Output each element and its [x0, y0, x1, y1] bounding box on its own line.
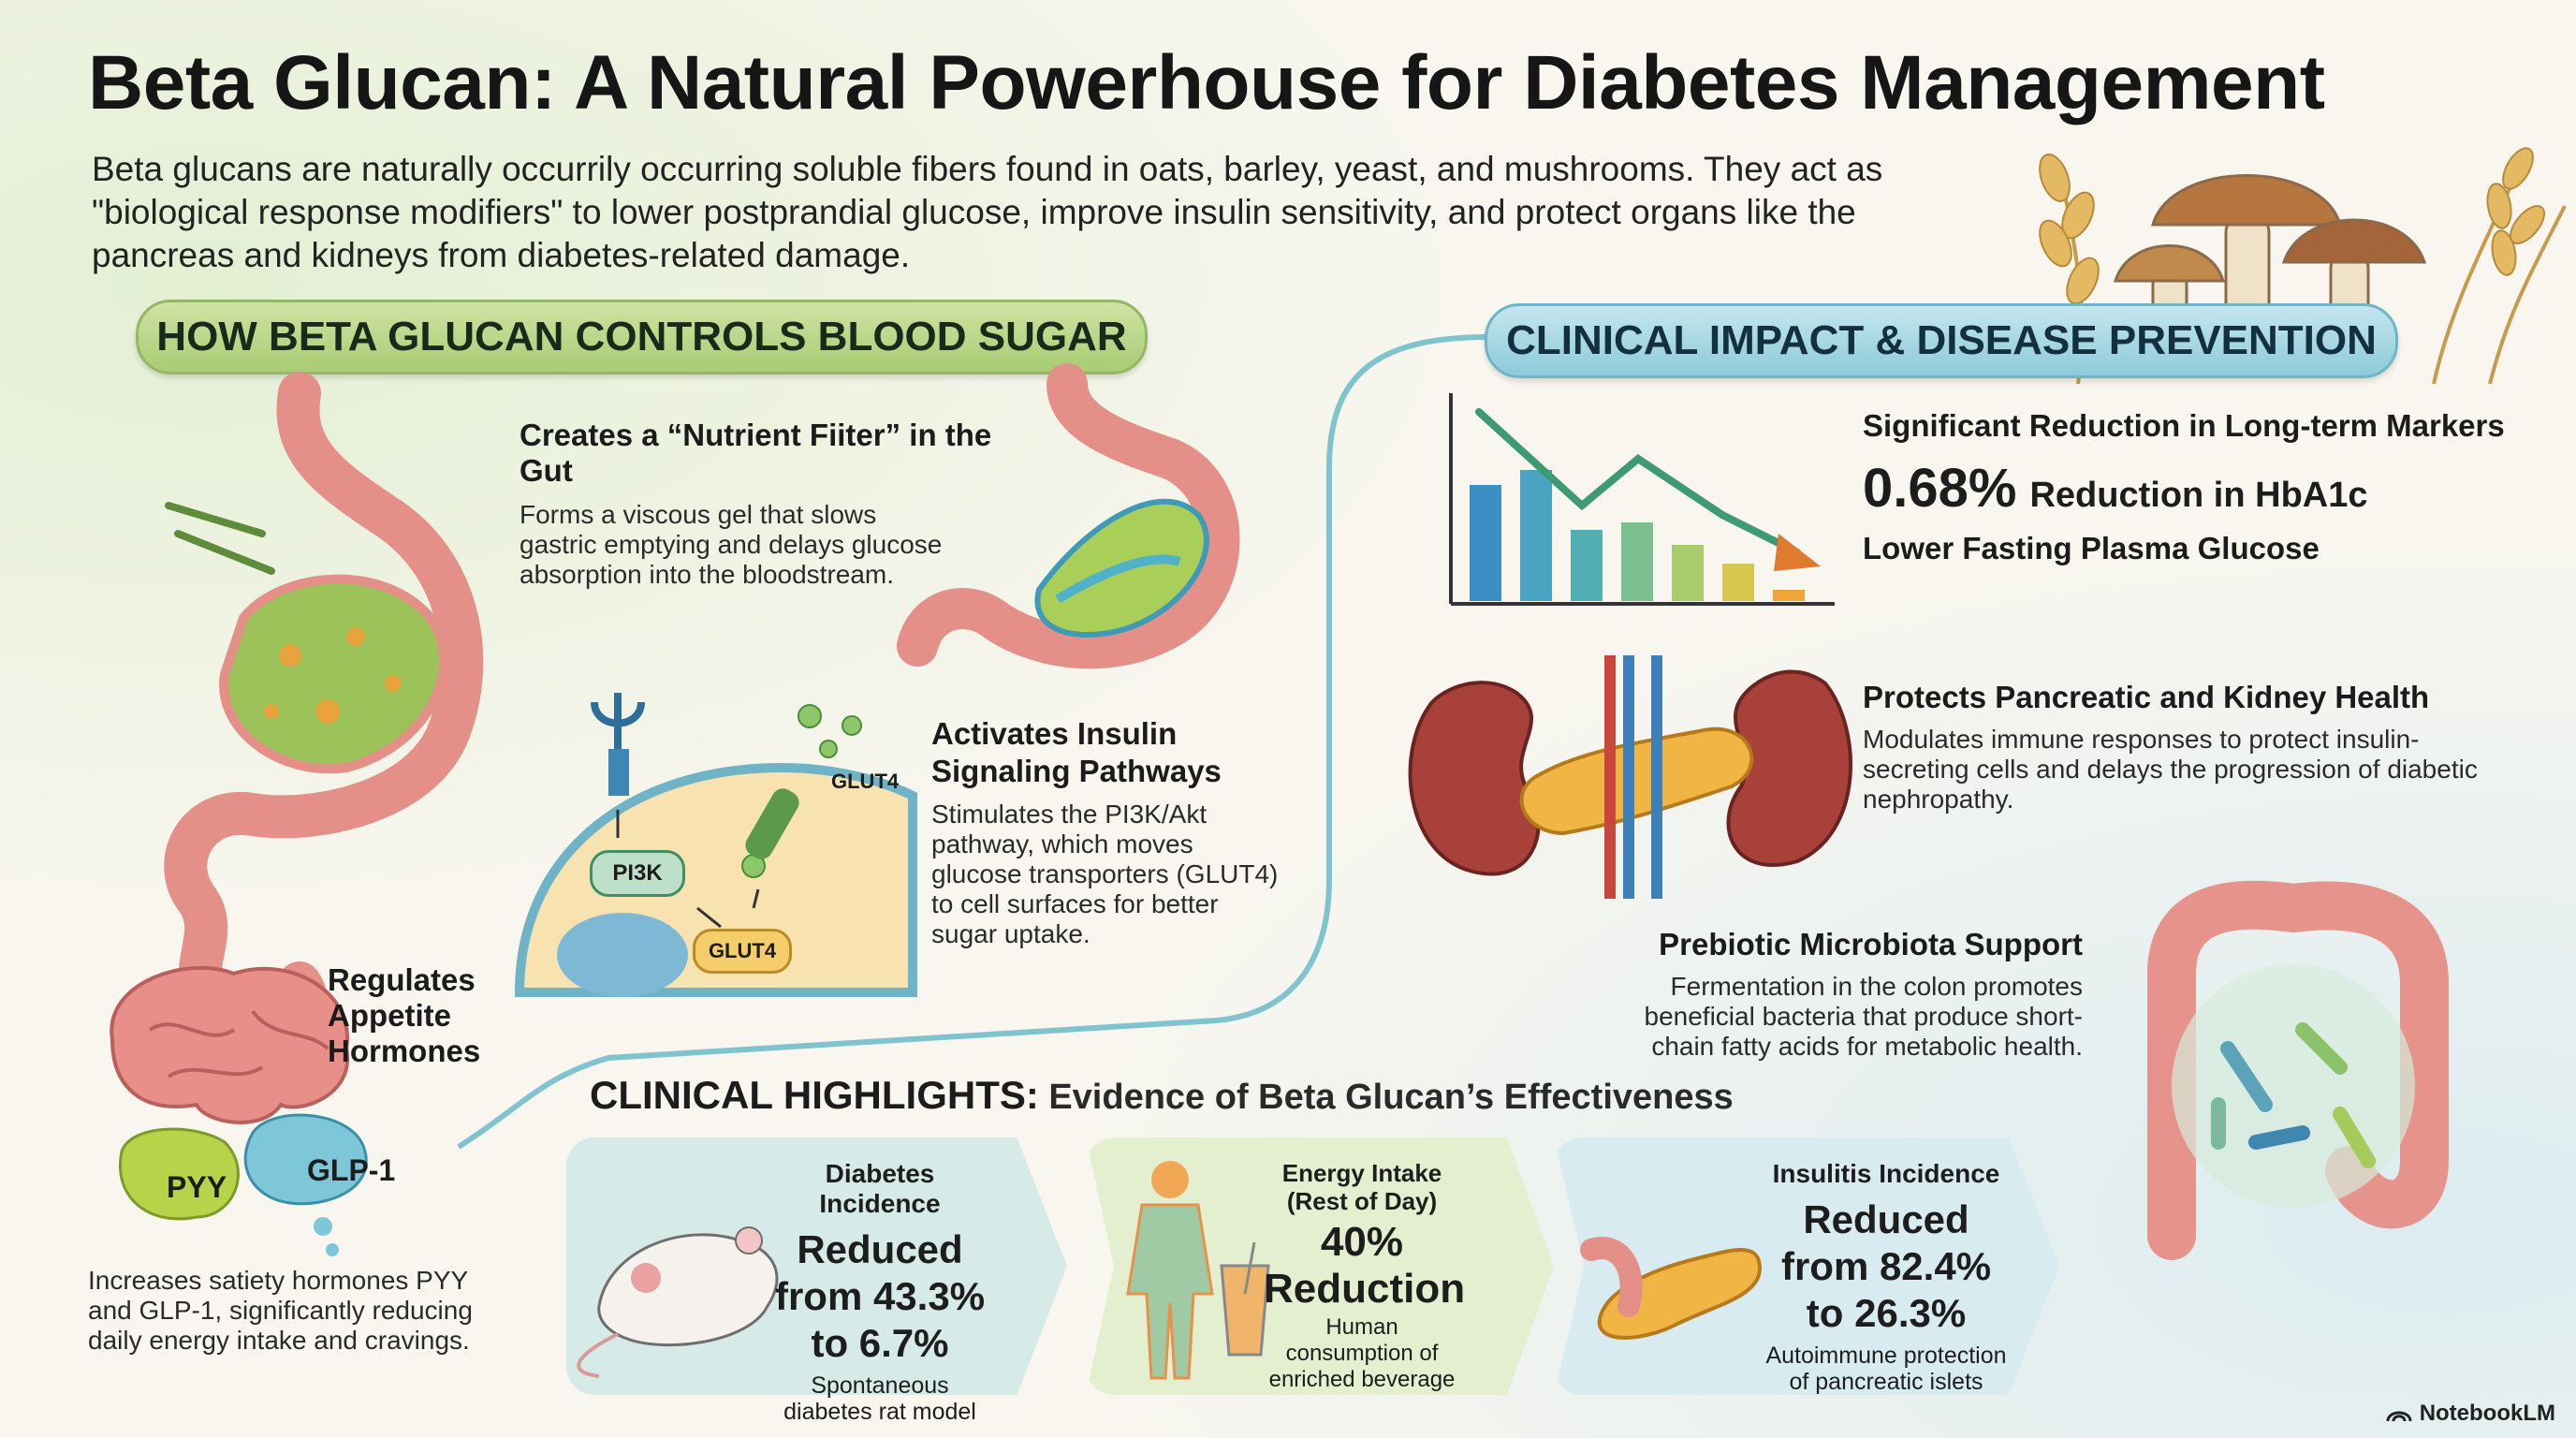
- glp1-label: GLP-1: [307, 1153, 396, 1187]
- highlights-heading-bold: CLINICAL HIGHLIGHTS:: [590, 1073, 1039, 1117]
- organs-block: Protects Pancreatic and Kidney Health Mo…: [1863, 680, 2518, 814]
- hba1c-bar: [1571, 530, 1603, 601]
- hba1c-bar: [1621, 522, 1653, 601]
- hba1c-bar-chart: [1449, 393, 1835, 606]
- appetite-body: Increases satiety hormones PYY and GLP-1…: [88, 1266, 473, 1355]
- hba1c-bar: [1520, 470, 1552, 601]
- appetite-title: Regulates Appetite Hormones: [328, 962, 481, 1068]
- fasting-glucose-text: Lower Fasting Plasma Glucose: [1863, 531, 2320, 565]
- hba1c-bar: [1773, 590, 1805, 601]
- rat-icon: [577, 1226, 779, 1378]
- microbiota-block: Prebiotic Microbiota Support Fermentatio…: [1591, 927, 2084, 1062]
- card-diabetes-note: Spontaneous diabetes rat model: [783, 1372, 976, 1425]
- brand-footer: NotebookLM: [2386, 1401, 2555, 1427]
- organs-body: Modulates immune responses to protect in…: [1863, 725, 2478, 814]
- organs-title: Protects Pancreatic and Kidney Health: [1863, 680, 2430, 714]
- highlights-heading: CLINICAL HIGHLIGHTS: Evidence of Beta Gl…: [590, 1073, 1734, 1118]
- card-energy-content: Energy Intake (Rest of Day) 40% Reductio…: [1264, 1159, 1466, 1393]
- hba1c-bar: [1470, 485, 1501, 601]
- stomach-intestine-illustration: [164, 372, 484, 1047]
- pyy-label: PYY: [167, 1170, 227, 1204]
- microbiota-title: Prebiotic Microbiota Support: [1659, 927, 2083, 961]
- card-diabetes-title: Diabetes Incidence: [819, 1159, 941, 1218]
- hba1c-value: 0.68%: [1863, 458, 2017, 519]
- markers-block: Significant Reduction in Long-term Marke…: [1863, 408, 2537, 566]
- how-it-works-heading: HOW BETA GLUCAN CONTROLS BLOOD SUGAR: [136, 300, 1148, 374]
- card-insulitis-value: Reduced from 82.4% to 26.3%: [1780, 1197, 1992, 1335]
- pancreas-icon: [1580, 1237, 1763, 1340]
- glut4-box: GLUT4: [693, 929, 792, 974]
- card-energy-value: 40% Reduction: [1264, 1219, 1466, 1312]
- intro-paragraph: Beta glucans are naturally occurrily occ…: [92, 150, 1883, 274]
- nutrient-filter-body: Forms a viscous gel that slows gastric e…: [520, 500, 943, 589]
- kidney-pancreas-illustration: [1408, 655, 1853, 899]
- card-insulitis-note: Autoimmune protection of pancreatic isle…: [1765, 1343, 2007, 1395]
- microbiota-body: Fermentation in the colon promotes benef…: [1644, 972, 2084, 1061]
- card-energy-note: Human consumption of enriched beverage: [1268, 1314, 1456, 1392]
- card-insulitis-content: Insulitis Incidence Reduced from 82.4% t…: [1760, 1159, 2012, 1395]
- nutrient-filter-block: Creates a “Nutrient Fiiter” in the Gut F…: [520, 418, 1006, 590]
- pi3k-box: PI3K: [590, 850, 685, 897]
- glut4-tag: GLUT4: [831, 770, 900, 793]
- hba1c-bar: [1722, 564, 1754, 601]
- card-energy-title: Energy Intake (Rest of Day): [1281, 1159, 1442, 1215]
- card-diabetes-value: Reduced from 43.3% to 6.7%: [774, 1227, 986, 1365]
- cell-signaling-illustration: [514, 693, 917, 997]
- insulin-signaling-body: Stimulates the PI3K/Akt pathway, which m…: [931, 800, 1279, 948]
- highlights-heading-rest: Evidence of Beta Glucan’s Effectiveness: [1048, 1078, 1734, 1117]
- gel-stomach-illustration: [897, 363, 1240, 669]
- human-beverage-icon: [1126, 1161, 1270, 1380]
- clinical-impact-heading: CLINICAL IMPACT & DISEASE PREVENTION: [1485, 303, 2398, 378]
- hba1c-label: Reduction in HbA1c: [2029, 476, 2368, 515]
- nutrient-filter-title: Creates a “Nutrient Fiiter” in the Gut: [520, 418, 992, 488]
- card-insulitis-title: Insulitis Incidence: [1772, 1159, 2000, 1188]
- markers-title: Significant Reduction in Long-term Marke…: [1863, 408, 2505, 443]
- page-title: Beta Glucan: A Natural Powerhouse for Di…: [88, 40, 2325, 125]
- oats-mushrooms-illustration: [2039, 147, 2567, 385]
- insulin-signaling-title: Activates Insulin Signaling Pathways: [931, 716, 1222, 788]
- notebooklm-logo-icon: [2386, 1411, 2412, 1422]
- hba1c-bar: [1672, 545, 1704, 601]
- brand-name: NotebookLM: [2419, 1401, 2555, 1426]
- colon-bacteria-illustration: [2147, 880, 2449, 1260]
- brain-hormones-illustration: [110, 965, 368, 1256]
- card-diabetes-content: Diabetes Incidence Reduced from 43.3% to…: [768, 1159, 992, 1425]
- insulin-signaling-block: Activates Insulin Signaling Pathways Sti…: [931, 715, 1287, 949]
